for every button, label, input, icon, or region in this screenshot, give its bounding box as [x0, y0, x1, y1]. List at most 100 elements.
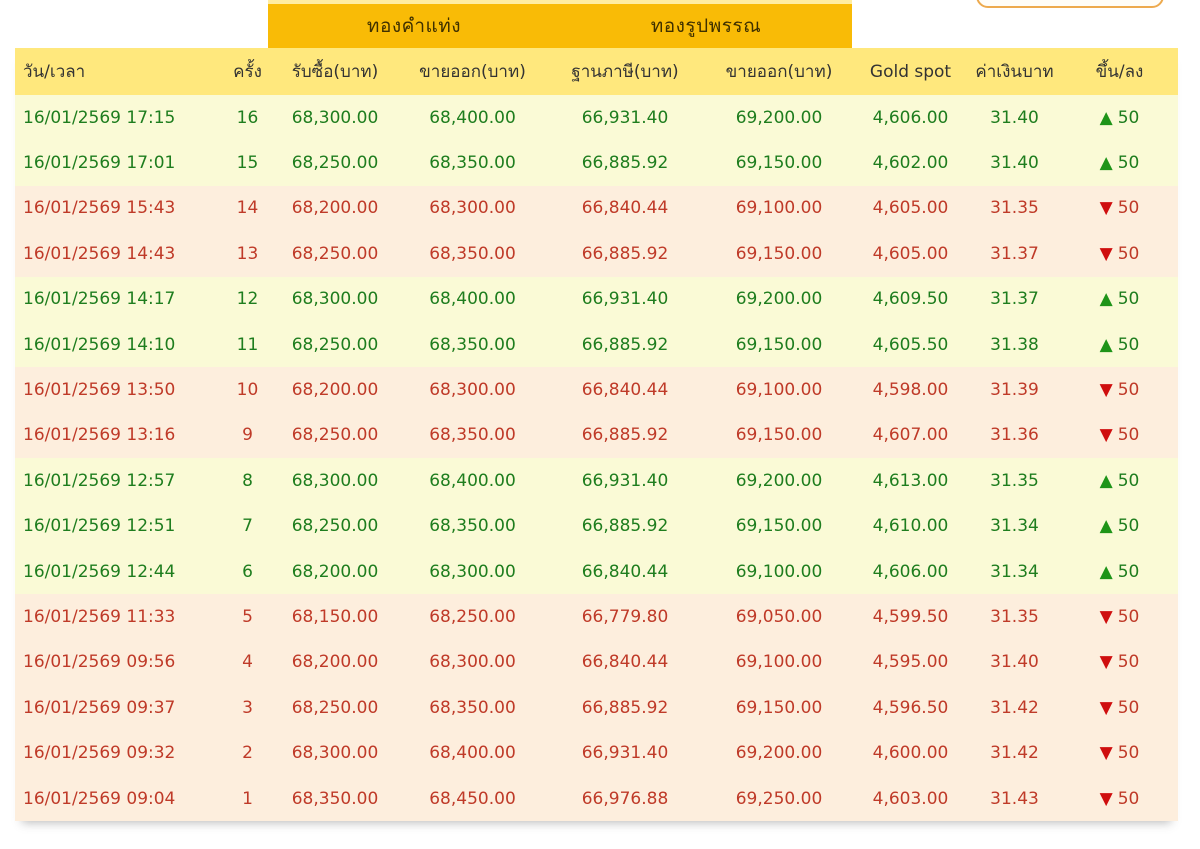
cell-updown: ▲ 50 [1061, 322, 1178, 367]
cell-round: 16 [236, 107, 259, 128]
cell-round: 13 [236, 243, 259, 264]
cell-datetime: 16/01/2569 12:44 [23, 561, 176, 582]
cell-sell: 68,350.00 [429, 516, 516, 537]
down-arrow-icon: ▼ [1099, 652, 1113, 673]
cell-tax-base: 66,931.40 [581, 289, 669, 310]
cell-datetime: 16/01/2569 14:10 [23, 334, 176, 355]
change-value: 50 [1117, 153, 1140, 174]
cell-updown: ▼ 50 [1061, 730, 1178, 775]
header-round: ครั้ง [233, 62, 262, 82]
cell-gold-spot: 4,609.50 [872, 289, 949, 310]
table-row: 16/01/2569 12:44 6 68,200.00 68,300.00 66,84… [15, 548, 1178, 595]
cell-updown: ▲ 50 [1061, 549, 1178, 594]
table-row: 16/01/2569 14:17 12 68,300.00 68,400.00 66,9… [15, 276, 1178, 322]
cell-gold-spot: 4,613.00 [872, 470, 949, 491]
cell-round: 10 [236, 380, 259, 401]
cell-datetime: 16/01/2569 13:50 [23, 380, 176, 401]
up-arrow-icon: ▲ [1099, 334, 1113, 355]
cell-sell: 68,400.00 [429, 289, 516, 310]
cell-tax-base: 66,885.92 [581, 516, 669, 537]
change-value: 50 [1117, 334, 1140, 355]
cell-updown: ▲ 50 [1061, 95, 1178, 140]
cell-buy: 68,350.00 [291, 788, 379, 809]
header-sell-baht: ขายออก(บาท) [419, 62, 526, 82]
gold-table-body: 16/01/2569 17:15 16 68,300.00 68,400.00 66,9… [15, 95, 1178, 822]
cell-thb: 31.39 [990, 380, 1039, 401]
up-arrow-icon: ▲ [1099, 516, 1113, 537]
cell-datetime: 16/01/2569 17:15 [23, 107, 176, 128]
cell-tax-base: 66,840.44 [581, 561, 669, 582]
cell-ornament-sell: 69,100.00 [735, 561, 823, 582]
cell-round: 3 [242, 697, 253, 718]
table-row: 16/01/2569 13:50 10 68,200.00 68,300.00 66,8… [15, 367, 1178, 413]
cell-sell: 68,350.00 [429, 243, 516, 264]
cell-sell: 68,400.00 [429, 470, 516, 491]
cell-buy: 68,200.00 [291, 561, 379, 582]
cell-round: 1 [242, 788, 253, 809]
change-value: 50 [1117, 652, 1140, 673]
cell-sell: 68,350.00 [429, 425, 516, 446]
cell-round: 8 [242, 470, 253, 491]
cell-tax-base: 66,931.40 [581, 743, 669, 764]
header-ornament-sell-baht: ขายออก(บาท) [725, 62, 833, 82]
cell-ornament-sell: 69,050.00 [735, 606, 823, 627]
cell-updown: ▼ 50 [1061, 640, 1178, 685]
change-value: 50 [1117, 470, 1140, 491]
tab-gold-ornament[interactable]: ทองรูปพรรณ [650, 15, 762, 37]
cell-datetime: 16/01/2569 09:32 [23, 743, 176, 764]
down-arrow-icon: ▼ [1099, 198, 1113, 219]
cell-round: 7 [242, 516, 253, 537]
change-value: 50 [1117, 198, 1140, 219]
cell-tax-base: 66,931.40 [581, 470, 669, 491]
cell-tax-base: 66,885.92 [581, 153, 669, 174]
cell-datetime: 16/01/2569 11:33 [23, 606, 176, 627]
down-arrow-icon: ▼ [1099, 606, 1113, 627]
cell-gold-spot: 4,605.00 [872, 243, 949, 264]
cell-updown: ▲ 50 [1061, 458, 1178, 503]
header-baht-currency: ค่าเงินบาท [975, 62, 1054, 82]
cell-round: 9 [242, 425, 253, 446]
cell-buy: 68,250.00 [291, 153, 379, 174]
header-buy-baht: รับซื้อ(บาท) [291, 62, 379, 82]
table-row: 16/01/2569 17:15 16 68,300.00 68,400.00 66,9… [15, 95, 1178, 141]
change-value: 50 [1117, 516, 1140, 537]
cell-datetime: 16/01/2569 14:43 [23, 243, 176, 264]
change-value: 50 [1117, 380, 1140, 401]
cell-updown: ▲ 50 [1061, 504, 1178, 549]
cell-thb: 31.35 [990, 470, 1039, 491]
cell-thb: 31.42 [990, 697, 1039, 718]
header-up-down: ขึ้น/ลง [1095, 62, 1144, 82]
cell-thb: 31.37 [990, 289, 1039, 310]
cell-sell: 68,450.00 [429, 788, 516, 809]
cell-buy: 68,300.00 [291, 107, 379, 128]
cell-ornament-sell: 69,250.00 [735, 788, 823, 809]
cell-gold-spot: 4,596.50 [872, 697, 949, 718]
cell-updown: ▼ 50 [1061, 413, 1178, 458]
cell-ornament-sell: 69,150.00 [735, 334, 823, 355]
cell-thb: 31.34 [990, 561, 1039, 582]
cell-gold-spot: 4,603.00 [872, 788, 949, 809]
cell-gold-spot: 4,606.00 [872, 561, 949, 582]
header-gold-spot: Gold spot [869, 61, 952, 82]
cell-ornament-sell: 69,200.00 [735, 743, 823, 764]
cell-round: 4 [242, 652, 253, 673]
cell-gold-spot: 4,599.50 [872, 606, 949, 627]
cell-datetime: 16/01/2569 12:57 [23, 470, 176, 491]
gold-type-tabs: ทองคำแท่ง ทองรูปพรรณ [268, 0, 852, 48]
cell-buy: 68,200.00 [291, 198, 379, 219]
tab-gold-bar[interactable]: ทองคำแท่ง [366, 15, 462, 37]
cell-ornament-sell: 69,200.00 [735, 107, 823, 128]
cell-updown: ▲ 50 [1061, 277, 1178, 322]
cell-ornament-sell: 69,150.00 [735, 425, 823, 446]
cell-ornament-sell: 69,150.00 [735, 243, 823, 264]
change-value: 50 [1117, 561, 1140, 582]
header-date-time: วัน/เวลา [23, 62, 86, 82]
cell-sell: 68,400.00 [429, 107, 516, 128]
cell-updown: ▲ 50 [1061, 140, 1178, 185]
cell-ornament-sell: 69,150.00 [735, 516, 823, 537]
down-arrow-icon: ▼ [1099, 425, 1113, 446]
cell-thb: 31.38 [990, 334, 1039, 355]
partial-cutoff-button[interactable] [976, 0, 1164, 8]
cell-datetime: 16/01/2569 13:16 [23, 425, 176, 446]
